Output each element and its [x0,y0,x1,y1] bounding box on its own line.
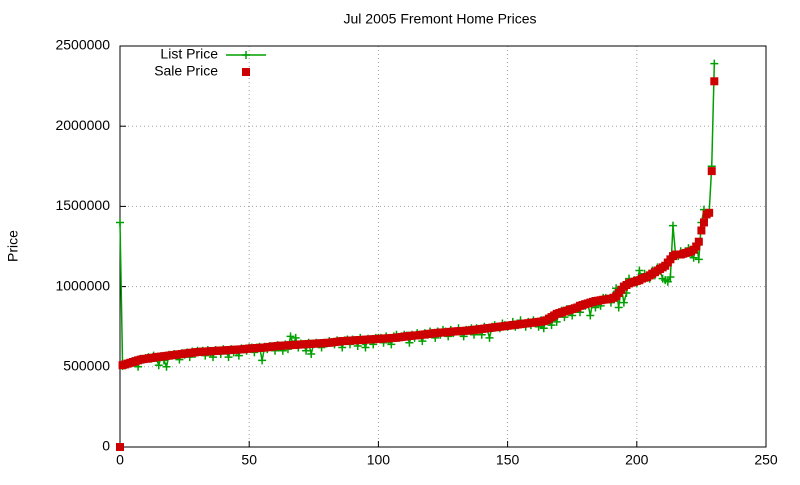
chart-title: Jul 2005 Fremont Home Prices [344,11,537,27]
sale-marker [699,218,708,227]
sale-marker [705,208,714,217]
list-marker [635,266,644,275]
legend-symbol [242,68,250,76]
list-marker [539,324,548,333]
y-tick-label: 1000000 [55,277,110,293]
sale-marker [707,167,716,176]
legend-symbol [242,51,250,59]
y-axis-label: Price [5,230,21,262]
list-marker [694,255,703,264]
x-tick-label: 0 [116,452,124,468]
list-marker [614,303,623,312]
y-tick-label: 500000 [63,358,110,374]
x-tick-label: 100 [367,452,391,468]
list-marker [116,218,124,227]
x-tick-label: 250 [754,452,778,468]
x-tick-label: 150 [496,452,520,468]
list-marker [663,277,672,286]
list-marker [286,332,295,341]
y-tick-label: 2500000 [55,37,110,53]
x-tick-label: 200 [625,452,649,468]
list-marker [710,59,719,68]
sale-marker [694,237,703,246]
sale-marker [710,77,719,86]
legend-label: Sale Price [154,63,218,79]
legend-label: List Price [160,46,218,62]
list-marker [291,333,300,342]
x-tick-label: 50 [241,452,257,468]
sale-marker [116,443,124,451]
list-marker [224,353,233,362]
list-marker [162,362,171,371]
sale-marker [697,226,706,235]
list-marker [666,272,675,281]
list-marker [485,333,494,342]
list-marker [154,361,163,370]
list-marker [258,356,267,365]
sale-marker [692,242,701,251]
list-marker [307,349,316,358]
y-tick-label: 2000000 [55,117,110,133]
y-tick-label: 1500000 [55,197,110,213]
list-marker [619,298,628,307]
list-marker [586,311,595,320]
list-marker [361,343,370,352]
list-marker [668,221,677,230]
y-tick-label: 0 [102,438,110,454]
